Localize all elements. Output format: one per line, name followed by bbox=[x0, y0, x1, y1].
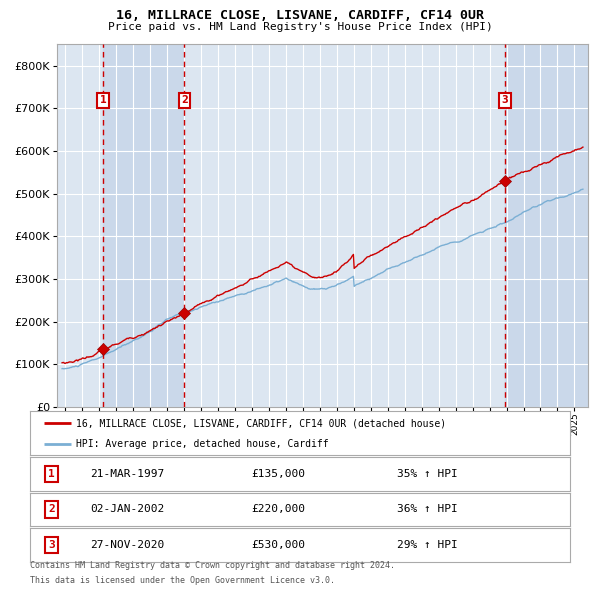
Text: £530,000: £530,000 bbox=[251, 540, 305, 550]
Text: 1: 1 bbox=[48, 469, 55, 479]
Text: 3: 3 bbox=[48, 540, 55, 550]
Bar bbox=[505, 44, 588, 407]
Text: 1: 1 bbox=[100, 96, 107, 106]
Text: Contains HM Land Registry data © Crown copyright and database right 2024.: Contains HM Land Registry data © Crown c… bbox=[30, 561, 395, 570]
Text: 2: 2 bbox=[181, 96, 188, 106]
Text: Price paid vs. HM Land Registry's House Price Index (HPI): Price paid vs. HM Land Registry's House … bbox=[107, 22, 493, 32]
Text: 16, MILLRACE CLOSE, LISVANE, CARDIFF, CF14 0UR: 16, MILLRACE CLOSE, LISVANE, CARDIFF, CF… bbox=[116, 9, 484, 22]
Text: This data is licensed under the Open Government Licence v3.0.: This data is licensed under the Open Gov… bbox=[30, 576, 335, 585]
Text: 29% ↑ HPI: 29% ↑ HPI bbox=[397, 540, 458, 550]
Text: 27-NOV-2020: 27-NOV-2020 bbox=[90, 540, 164, 550]
Text: £220,000: £220,000 bbox=[251, 504, 305, 514]
Text: £135,000: £135,000 bbox=[251, 469, 305, 479]
Text: 02-JAN-2002: 02-JAN-2002 bbox=[90, 504, 164, 514]
Text: 3: 3 bbox=[502, 96, 508, 106]
Text: 2: 2 bbox=[48, 504, 55, 514]
Text: 36% ↑ HPI: 36% ↑ HPI bbox=[397, 504, 458, 514]
Bar bbox=[103, 44, 184, 407]
Text: HPI: Average price, detached house, Cardiff: HPI: Average price, detached house, Card… bbox=[76, 438, 329, 448]
Text: 16, MILLRACE CLOSE, LISVANE, CARDIFF, CF14 0UR (detached house): 16, MILLRACE CLOSE, LISVANE, CARDIFF, CF… bbox=[76, 418, 446, 428]
Text: 35% ↑ HPI: 35% ↑ HPI bbox=[397, 469, 458, 479]
Text: 21-MAR-1997: 21-MAR-1997 bbox=[90, 469, 164, 479]
